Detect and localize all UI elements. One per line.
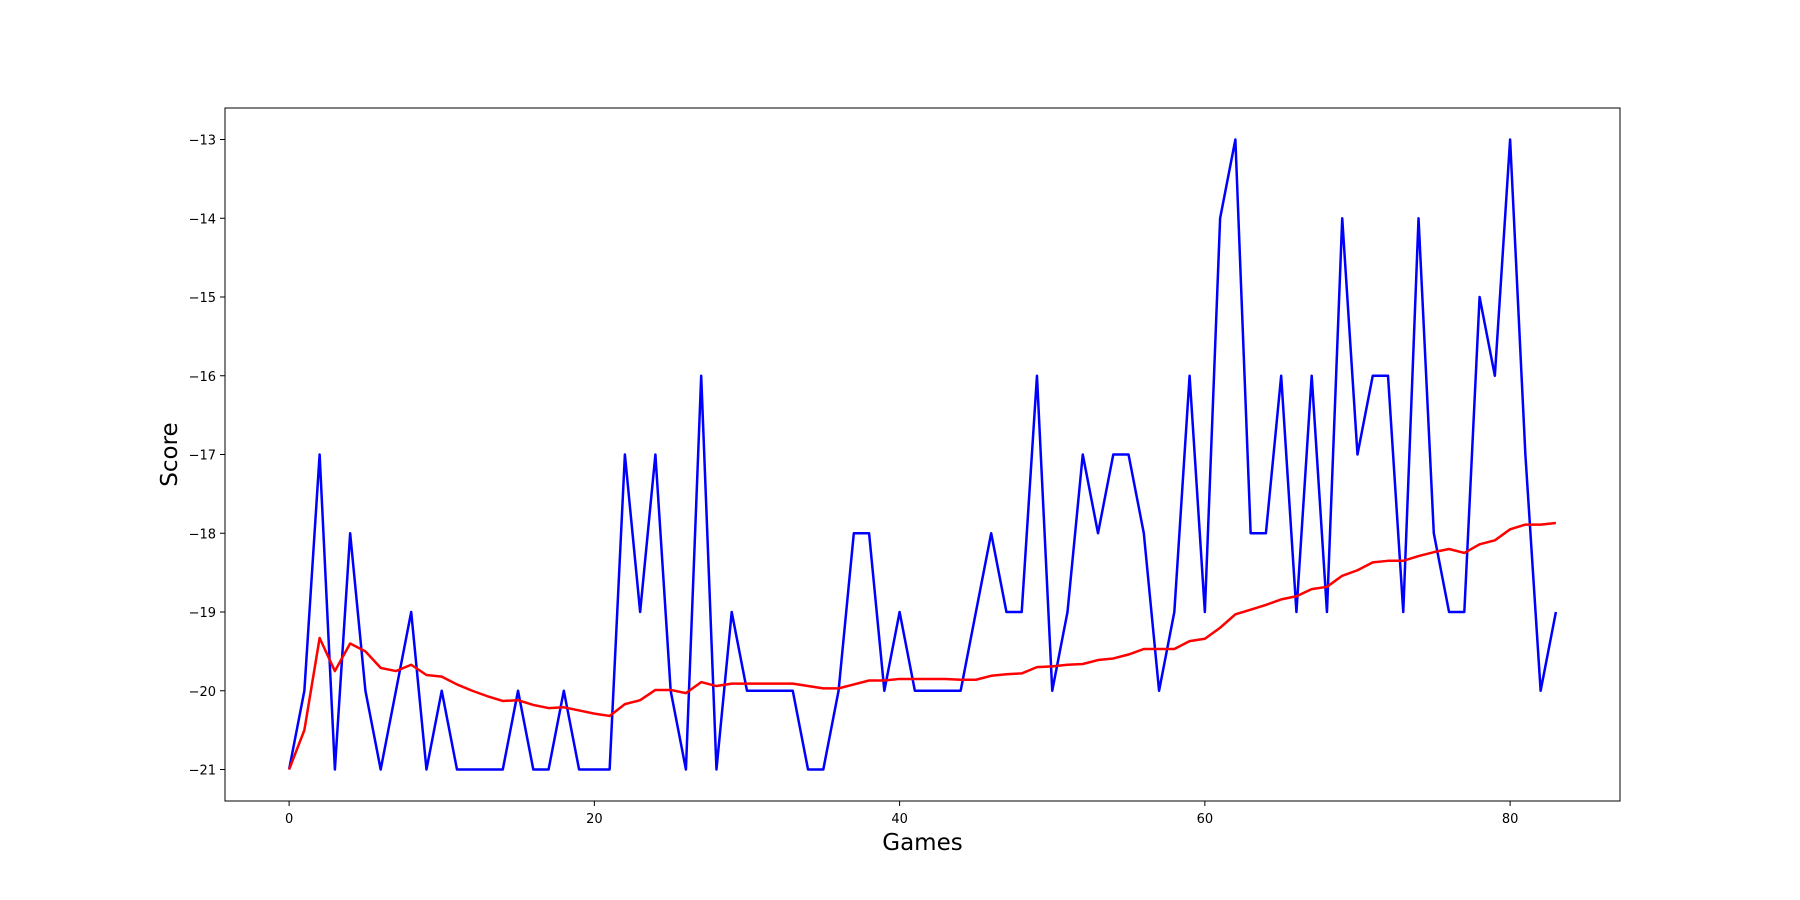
y-tick-label: −19 [189,606,216,621]
x-tick-label: 0 [285,812,293,827]
x-tick-label: 80 [1502,812,1519,827]
y-tick-label: −14 [189,212,216,227]
y-tick-label: −13 [189,134,216,149]
plot-area-frame [224,107,1621,802]
series-line-1 [287,521,1557,770]
series-line-0 [287,138,1558,771]
x-axis-label: Games [882,830,962,856]
y-tick-label: −20 [189,685,216,700]
x-tick-label: 60 [1197,812,1214,827]
y-tick-label: −15 [189,291,216,306]
ticks-layer: 0 20 40 60 80 −21 −20 −19 −18 −17 −16 −15 −14 −13 [189,134,1519,828]
series-layer [287,138,1558,771]
y-tick-label: −21 [189,764,216,779]
x-tick-label: 40 [891,812,908,827]
x-tick-label: 20 [586,812,603,827]
y-tick-label: −17 [189,449,216,464]
y-axis-label: Score [157,422,183,486]
y-tick-label: −16 [189,370,216,385]
y-tick-label: −18 [189,527,216,542]
